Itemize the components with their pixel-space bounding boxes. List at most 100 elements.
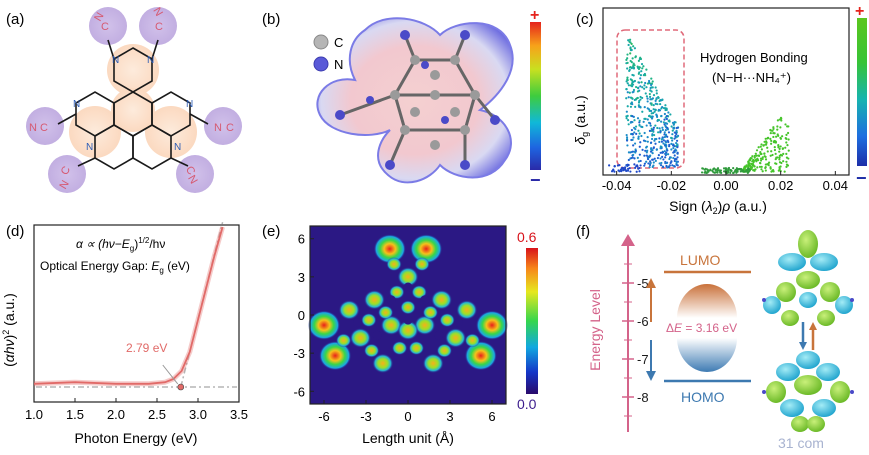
e-density-blob — [411, 285, 427, 300]
c-point — [658, 140, 661, 144]
c-point — [632, 80, 635, 83]
c-point — [784, 123, 787, 126]
c-point — [782, 160, 785, 163]
c-point — [637, 137, 640, 140]
c-point — [638, 71, 641, 74]
c-point — [787, 157, 790, 160]
c-point — [660, 161, 663, 165]
c-point — [667, 153, 670, 156]
c-point — [670, 160, 673, 163]
f-tick-label: -5 — [637, 276, 649, 291]
panel-a-label: (a) — [6, 11, 24, 28]
c-point — [782, 152, 785, 155]
e-y-tick-label: 3 — [298, 270, 305, 285]
c-point — [772, 126, 775, 129]
c-point — [773, 148, 777, 152]
e-density-blob — [464, 340, 497, 371]
e-cbar-min: 0.0 — [517, 396, 537, 412]
c-point — [645, 145, 649, 148]
c-point — [610, 170, 614, 173]
e-density-blob — [422, 353, 444, 374]
c-point — [719, 169, 722, 173]
c-point — [729, 171, 732, 174]
panel-c-label: (c) — [576, 11, 594, 28]
e-x-label: Length unit (Å) — [362, 430, 454, 446]
c-point — [639, 105, 642, 108]
c-point — [700, 171, 704, 174]
c-point — [643, 162, 646, 165]
c-point — [658, 127, 661, 130]
c-point — [652, 147, 655, 150]
c-point — [631, 138, 634, 141]
c-point — [664, 124, 667, 128]
c-point — [639, 164, 642, 167]
c-point — [670, 148, 673, 151]
pyrazine-halos — [69, 44, 197, 158]
e-ring-hole — [372, 330, 382, 340]
c-point — [785, 141, 788, 144]
c-point — [671, 164, 674, 167]
d-marker-pointer — [162, 364, 179, 385]
c-point — [753, 168, 756, 171]
e-ring-hole — [386, 295, 396, 305]
c-point — [675, 160, 678, 163]
c-point — [649, 162, 652, 165]
c-y-label: δg (a.u.) — [572, 95, 590, 144]
c-point — [628, 68, 631, 71]
c-point — [772, 169, 775, 172]
c-point — [673, 127, 676, 130]
c-x-tick-label: 0.00 — [713, 178, 738, 193]
lumo-orbital-render — [762, 230, 854, 326]
panel-d-label: (d) — [6, 223, 24, 240]
c-point — [643, 87, 646, 90]
c-point — [653, 157, 656, 160]
c-point — [634, 125, 638, 128]
e-y-tick-label: 0 — [298, 308, 305, 323]
c-point — [633, 64, 636, 67]
c-point — [734, 168, 737, 172]
c-point — [617, 169, 620, 172]
c-point — [612, 168, 615, 171]
homo-orbital-render — [762, 351, 854, 432]
c-point — [626, 61, 629, 64]
e-y-tick-label: -3 — [293, 346, 305, 361]
c-point — [655, 98, 658, 101]
e-density-blob — [408, 341, 425, 356]
c-point — [639, 98, 642, 101]
c-point — [639, 56, 642, 59]
c-point — [625, 139, 629, 142]
c-point — [709, 169, 712, 172]
c-point — [633, 47, 637, 50]
c-point — [672, 123, 675, 126]
c-point — [774, 152, 777, 155]
d-y-label: (αhν)2 (a.u.) — [1, 293, 17, 367]
e-density-blob — [431, 289, 453, 310]
c-point — [764, 166, 767, 170]
esp-plus: + — [530, 7, 539, 24]
c-point — [651, 133, 654, 136]
c-point — [634, 105, 637, 108]
svg-text:C: C — [40, 122, 48, 134]
nitrogen-legend-label: N — [334, 57, 343, 72]
c-point — [669, 113, 672, 116]
c-point — [659, 151, 662, 154]
c-point — [723, 170, 726, 173]
e-density-blob — [335, 333, 352, 348]
c-point — [652, 108, 655, 111]
c-point — [665, 117, 668, 121]
c-point — [627, 84, 631, 87]
c-point — [633, 126, 636, 129]
c-point — [770, 142, 773, 145]
c-point — [629, 52, 632, 55]
c-point — [668, 120, 671, 123]
c-point — [663, 112, 666, 116]
svg-text:N: N — [174, 142, 181, 153]
c-point — [640, 125, 643, 128]
c-point — [639, 74, 643, 77]
c-point — [648, 92, 651, 96]
e-x-tick-label: 0 — [404, 409, 411, 424]
e-density-blob — [372, 353, 394, 374]
c-point — [628, 38, 632, 41]
c-point — [654, 159, 657, 163]
c-point — [778, 150, 781, 153]
